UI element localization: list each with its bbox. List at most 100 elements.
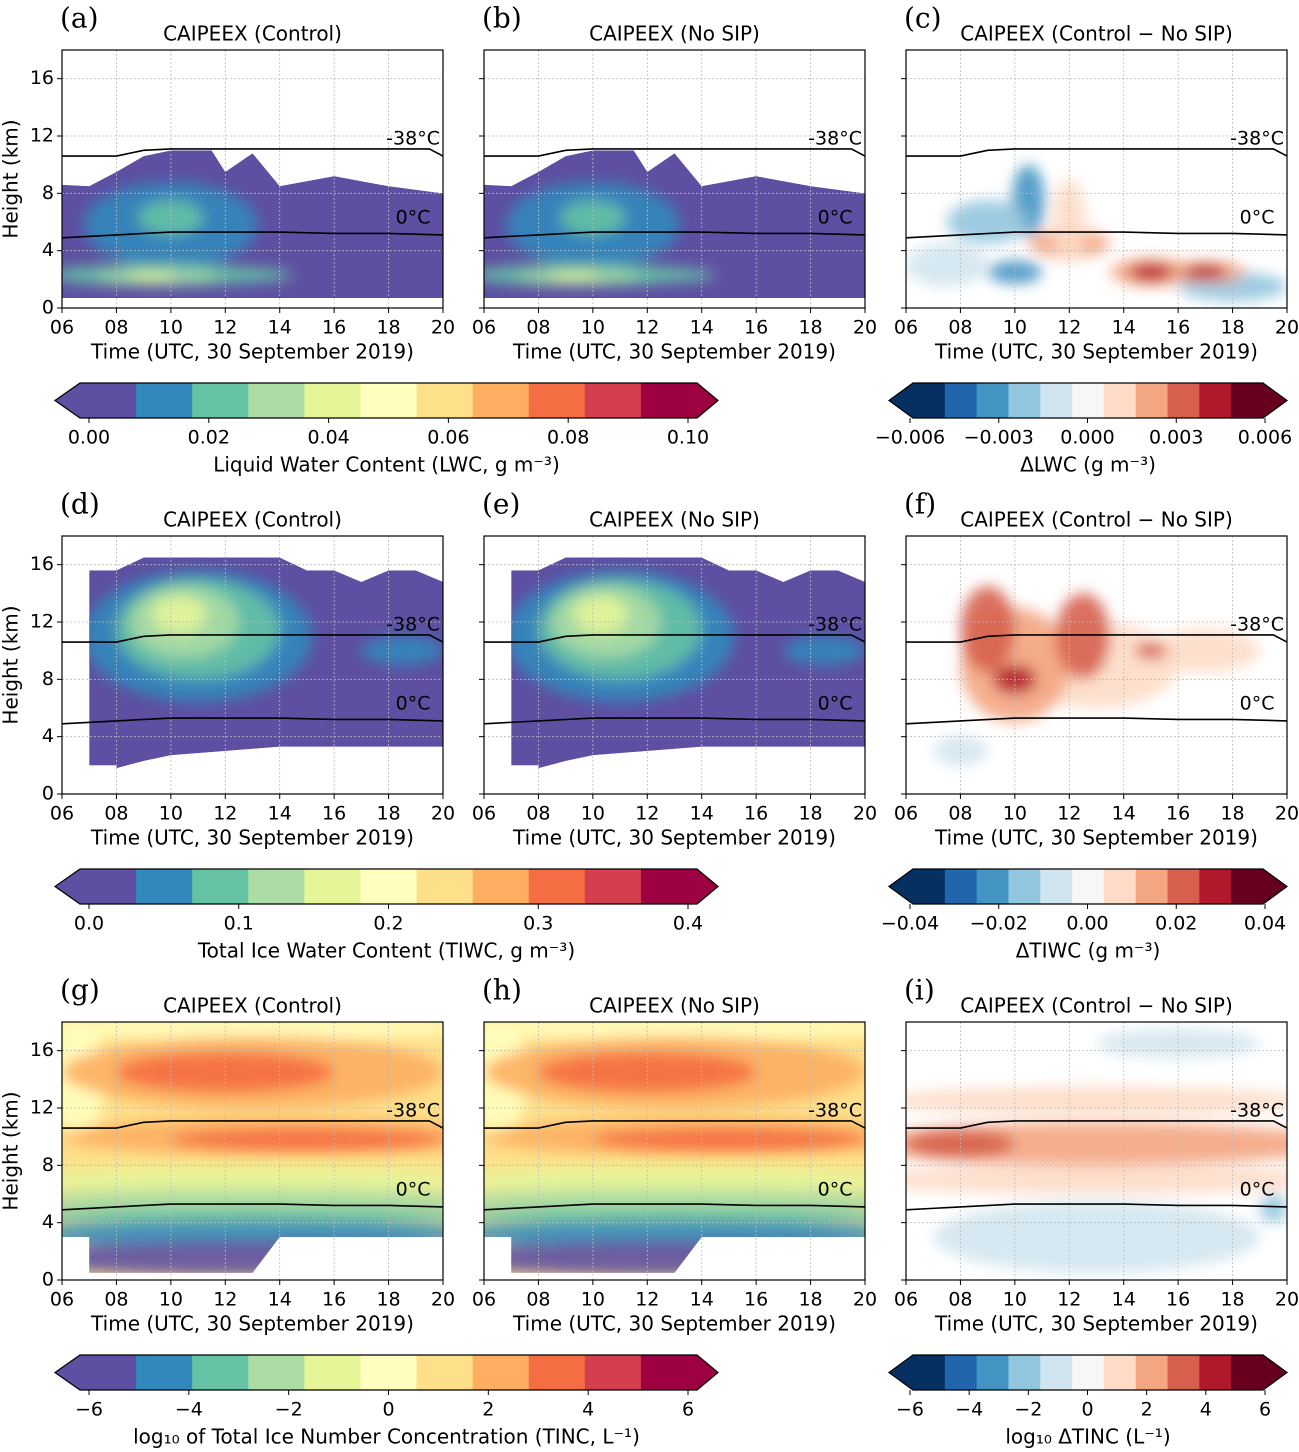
colorbar: 0.00 0.02 0.04 0.06 0.08 0.10 Liquid Water Con… [53, 382, 719, 477]
plot-frame [61, 535, 444, 795]
x-tick-label: 18 [376, 317, 400, 339]
colorbar-extend [697, 383, 718, 418]
x-tick-label: 10 [159, 803, 183, 825]
isotherm-label: -38°C [1230, 614, 1284, 636]
colorbar-segment [248, 383, 305, 418]
contour-fill [484, 1206, 865, 1225]
panel-label: (b) [482, 2, 522, 35]
x-tick-label: 18 [1220, 1289, 1244, 1311]
panel-title: CAIPEEX (Control) [163, 508, 342, 532]
x-tick-label: 10 [581, 317, 605, 339]
y-tick-label: 0 [42, 783, 54, 805]
colorbar-segment [1167, 1355, 1200, 1390]
colorbar-segment [1135, 869, 1169, 904]
contour-fill [549, 272, 599, 281]
panel-label: (h) [482, 974, 522, 1007]
x-tick-label: 14 [268, 1289, 292, 1311]
colorbar-tick-label: 4 [582, 1399, 594, 1421]
y-axis-label: Height (km) [0, 119, 23, 238]
x-tick-label: 20 [1275, 1289, 1299, 1311]
isotherm [483, 717, 866, 725]
x-tick-label: 10 [1003, 1289, 1027, 1311]
colorbar-extend [889, 383, 913, 418]
isotherm [906, 148, 1288, 157]
x-tick-label: 20 [431, 803, 455, 825]
x-tick-label: 20 [853, 1289, 877, 1311]
colorbar-segment [1103, 1355, 1137, 1390]
contour-fill [1055, 593, 1111, 680]
contour-fill [170, 1128, 443, 1151]
y-tick-label: 0 [42, 297, 54, 319]
x-tick-label: 20 [853, 317, 877, 339]
panel-title: CAIPEEX (Control − No SIP) [960, 994, 1233, 1018]
contour-fill [361, 636, 443, 666]
panel: 06 08 10 12 14 16 18 20 -38°C 0°C (c) CAIPEEX (Cont… [894, 2, 1299, 364]
x-tick-label: 16 [1166, 317, 1190, 339]
colorbar-outline [887, 868, 1289, 905]
contour-fill [62, 1165, 443, 1194]
isotherm-label: -38°C [808, 614, 862, 636]
contour-fill [783, 636, 865, 666]
x-tick-label: 20 [853, 803, 877, 825]
colorbar-tick-label: −2 [1014, 1399, 1042, 1421]
colorbar-segment [304, 383, 362, 418]
panel: 06 08 10 12 14 16 18 20 -38°C 0°C (b) CAIPEEX (No S… [472, 2, 877, 364]
colorbar-segment [1231, 383, 1264, 418]
contour-levels [484, 181, 716, 287]
colorbar-tick-label: 0.08 [547, 427, 589, 449]
x-tick-label: 12 [1057, 317, 1081, 339]
isotherm [905, 231, 1288, 239]
x-tick-label: 10 [1003, 317, 1027, 339]
y-tick-label: 0 [42, 1269, 54, 1291]
y-tick-label: 16 [30, 67, 54, 89]
colorbar-extend [889, 1355, 913, 1390]
colorbar-label: ΔTIWC (g m⁻³) [1016, 939, 1161, 963]
colorbar-segment [1103, 383, 1137, 418]
colorbar-tick-label: 0.1 [224, 913, 254, 935]
colorbar-segment [192, 869, 249, 904]
colorbar-tick-label: 0.4 [673, 913, 703, 935]
contour-levels [906, 1029, 1287, 1273]
x-tick-label: 12 [635, 803, 659, 825]
x-tick-label: 06 [50, 317, 74, 339]
colorbar-segment [913, 869, 946, 904]
isotherm-label: -38°C [386, 1100, 440, 1122]
contour-fill [62, 1022, 443, 1040]
x-axis-label: Time (UTC, 30 September 2019) [512, 1312, 836, 1336]
colorbar-tick-label: 0.02 [188, 427, 230, 449]
colorbar-outline [53, 382, 719, 419]
colorbar-tick-label: 0.006 [1238, 427, 1292, 449]
colorbar-segment [416, 1355, 474, 1390]
isotherm [483, 231, 866, 239]
colorbar-tick-label: 0.04 [307, 427, 349, 449]
colorbar-segment [1167, 869, 1200, 904]
panel-label: (g) [60, 974, 100, 1007]
colorbar-segment [472, 383, 530, 418]
y-tick-label: 4 [42, 725, 54, 747]
contour-fill [1129, 263, 1173, 281]
colorbar-segment [304, 1355, 362, 1390]
contour-fill [560, 200, 626, 235]
isotherm [62, 1120, 444, 1129]
contour-fill [906, 1165, 1287, 1194]
x-tick-label: 20 [1275, 803, 1299, 825]
contour-fill [484, 1022, 865, 1040]
colorbar-tick-label: 2 [1141, 1399, 1153, 1421]
plot-frame [905, 1021, 1288, 1281]
colorbar-extend [697, 1355, 718, 1390]
contour-field [484, 1022, 865, 1273]
colorbar-segment [1008, 869, 1041, 904]
colorbar-extend [1263, 1355, 1287, 1390]
isotherm-label: 0°C [818, 692, 853, 714]
colorbar-segment [1103, 869, 1137, 904]
colorbar-segment [1040, 869, 1073, 904]
x-tick-label: 16 [1166, 803, 1190, 825]
x-tick-label: 12 [213, 317, 237, 339]
colorbar-segment [1135, 1355, 1169, 1390]
x-axis-label: Time (UTC, 30 September 2019) [90, 1312, 414, 1336]
colorbar-segment [1008, 383, 1041, 418]
colorbar: −0.04 −0.02 0.00 0.02 0.04 ΔTIWC (g m⁻³) [881, 868, 1289, 963]
panel: 06 08 10 12 14 16 18 20 -38°C 0°C (i) CAIPEEX (Cont… [894, 974, 1299, 1336]
x-tick-label: 18 [1220, 803, 1244, 825]
x-tick-label: 08 [526, 317, 550, 339]
